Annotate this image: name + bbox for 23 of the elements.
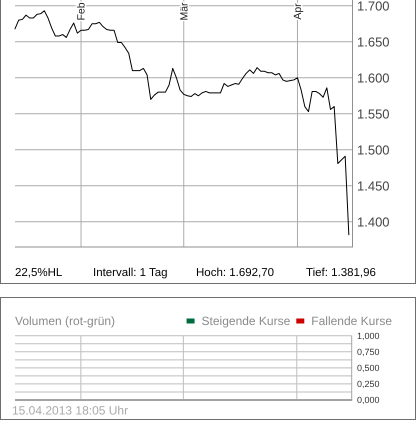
x-tick-label: Mär xyxy=(178,2,190,21)
y-tick-label: 1.400 xyxy=(357,214,390,230)
chart-title: Volumen (rot-grün) xyxy=(15,314,116,328)
y-tick-label: 1.500 xyxy=(357,142,390,158)
text: Tief: 1.381,96 xyxy=(306,267,376,279)
text: 15.04.2013 18:05 Uhr xyxy=(12,404,128,418)
text: Hoch: 1.692,70 xyxy=(196,267,274,279)
text: Intervall: 1 Tag xyxy=(93,267,168,279)
x-tick-label: Apr xyxy=(292,2,304,20)
legend-label: Steigende Kurse xyxy=(202,314,291,328)
y-tick-label: 0,250 xyxy=(357,379,380,390)
y-tick-label: 1.550 xyxy=(357,106,390,122)
y-tick-label: 1.600 xyxy=(357,70,390,86)
x-tick-label: Feb xyxy=(76,2,88,21)
y-tick-label: 1.450 xyxy=(357,178,390,194)
y-tick-label: 0,750 xyxy=(357,346,380,357)
y-tick-label: 1.650 xyxy=(357,34,390,50)
legend-label: Fallende Kurse xyxy=(311,314,392,328)
text: 22,5%HL xyxy=(15,267,63,279)
y-tick-label: 0,000 xyxy=(357,395,380,406)
y-tick-label: 0,500 xyxy=(357,363,380,373)
y-tick-label: 1.700 xyxy=(357,0,390,14)
y-tick-label: 1,000 xyxy=(357,330,380,341)
